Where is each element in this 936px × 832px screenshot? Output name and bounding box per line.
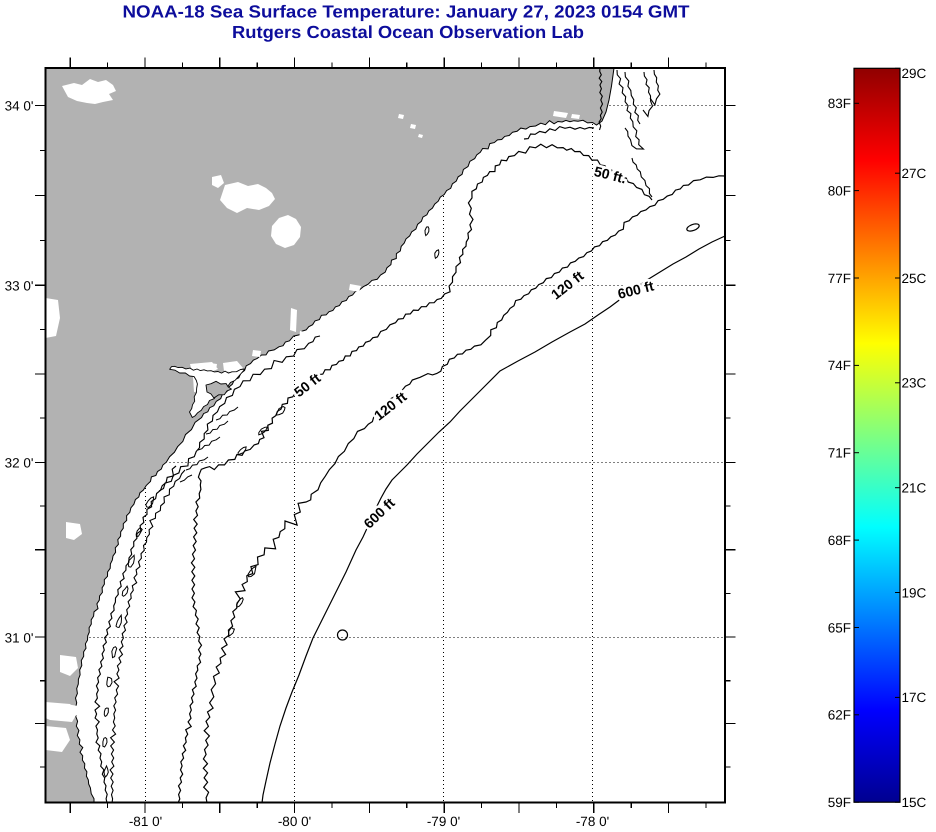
svg-text:Rutgers Coastal Ocean Observat: Rutgers Coastal Ocean Observation Lab xyxy=(232,22,584,42)
svg-text:23C: 23C xyxy=(902,376,927,391)
svg-text:83F: 83F xyxy=(828,96,851,111)
svg-text:62F: 62F xyxy=(828,708,851,723)
svg-text:21C: 21C xyxy=(902,481,927,496)
svg-text:-78 0': -78 0' xyxy=(576,814,609,829)
svg-text:15C: 15C xyxy=(902,795,927,810)
svg-text:29C: 29C xyxy=(902,66,927,81)
svg-text:77F: 77F xyxy=(828,271,851,286)
svg-text:31 0': 31 0' xyxy=(5,630,34,645)
svg-text:80F: 80F xyxy=(828,183,851,198)
svg-text:-81 0': -81 0' xyxy=(129,814,162,829)
svg-text:19C: 19C xyxy=(902,585,927,600)
svg-text:32 0': 32 0' xyxy=(5,455,34,470)
svg-text:33 0': 33 0' xyxy=(5,278,34,293)
svg-text:NOAA-18 Sea Surface Temperatur: NOAA-18 Sea Surface Temperature: January… xyxy=(123,2,690,22)
svg-text:65F: 65F xyxy=(828,620,851,635)
svg-text:68F: 68F xyxy=(828,533,851,548)
svg-text:25C: 25C xyxy=(902,271,927,286)
svg-text:27C: 27C xyxy=(902,166,927,181)
svg-text:74F: 74F xyxy=(828,358,851,373)
svg-text:71F: 71F xyxy=(828,446,851,461)
svg-text:-79 0': -79 0' xyxy=(427,814,460,829)
svg-text:-80 0': -80 0' xyxy=(278,814,311,829)
svg-text:34 0': 34 0' xyxy=(5,98,34,113)
svg-text:59F: 59F xyxy=(828,795,851,810)
svg-text:17C: 17C xyxy=(902,690,927,705)
